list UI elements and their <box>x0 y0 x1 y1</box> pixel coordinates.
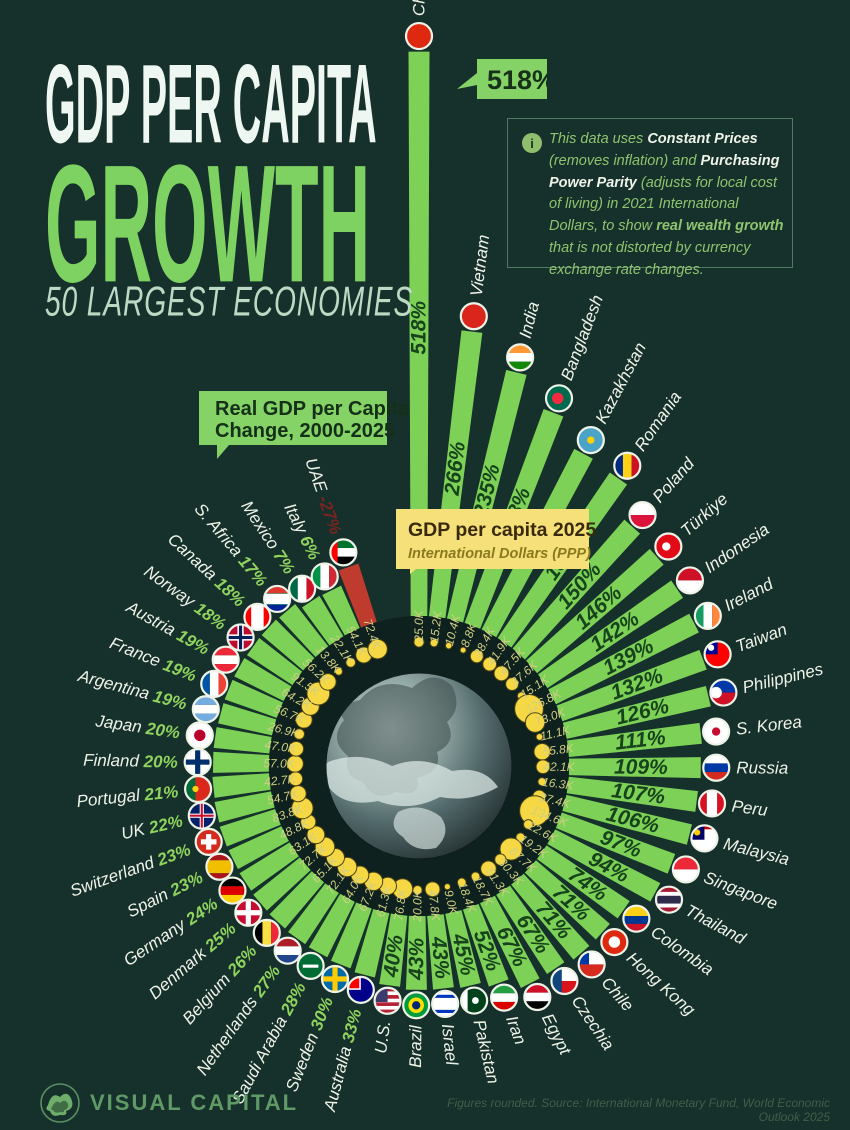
svg-text:Brazil: Brazil <box>406 1024 426 1068</box>
svg-text:Taiwan: Taiwan <box>733 620 790 656</box>
svg-text:Czechia: Czechia <box>568 992 618 1054</box>
svg-text:Egypt: Egypt <box>538 1010 575 1058</box>
svg-text:Real GDP per Capita: Real GDP per Capita <box>215 398 410 420</box>
svg-text:57.0K: 57.0K <box>263 756 296 771</box>
svg-text:Change, 2000-2025: Change, 2000-2025 <box>215 420 395 442</box>
svg-text:42.1K: 42.1K <box>543 760 575 774</box>
svg-text:Russia: Russia <box>736 758 788 777</box>
svg-text:UK 22%: UK 22% <box>119 811 184 843</box>
svg-text:S. Korea: S. Korea <box>735 712 803 738</box>
svg-text:43%: 43% <box>405 937 429 981</box>
svg-text:Malaysia: Malaysia <box>721 834 791 869</box>
svg-text:Pakistan: Pakistan <box>469 1018 502 1086</box>
svg-text:40%: 40% <box>379 933 408 979</box>
svg-text:Chile: Chile <box>598 973 638 1015</box>
svg-text:U.S.: U.S. <box>371 1019 394 1054</box>
svg-text:25.0K: 25.0K <box>412 609 426 642</box>
svg-text:20.0K: 20.0K <box>410 889 424 923</box>
svg-text:Singapore: Singapore <box>701 868 780 914</box>
svg-text:China: China <box>410 0 429 16</box>
svg-text:Indonesia: Indonesia <box>701 520 773 577</box>
svg-text:Finland 20%: Finland 20% <box>83 751 178 772</box>
svg-text:Philippines: Philippines <box>741 659 826 697</box>
svg-text:Thailand: Thailand <box>682 901 749 949</box>
svg-text:VISUAL CAPITALIST: VISUAL CAPITALIST <box>90 1090 298 1115</box>
svg-text:43%: 43% <box>426 935 454 981</box>
svg-text:i: i <box>530 136 534 151</box>
svg-text:Romania: Romania <box>631 388 685 455</box>
svg-text:Iran: Iran <box>502 1013 530 1047</box>
svg-text:Ireland: Ireland <box>721 574 776 615</box>
svg-text:Portugal 21%: Portugal 21% <box>76 782 179 811</box>
svg-text:Bangladesh: Bangladesh <box>557 292 607 383</box>
svg-text:India: India <box>516 300 543 340</box>
svg-text:Kazakhstan: Kazakhstan <box>592 339 650 426</box>
svg-text:111%: 111% <box>614 726 667 755</box>
svg-text:Israel: Israel <box>438 1023 462 1068</box>
svg-text:Japan 20%: Japan 20% <box>93 711 181 742</box>
svg-text:GDP per capita 2025: GDP per capita 2025 <box>408 519 596 541</box>
svg-text:518%: 518% <box>487 65 547 95</box>
svg-text:International Dollars (PPP): International Dollars (PPP) <box>408 546 591 562</box>
svg-text:Türkiye: Türkiye <box>677 489 731 540</box>
svg-text:Vietnam: Vietnam <box>467 234 493 298</box>
svg-text:109%: 109% <box>614 756 668 779</box>
svg-text:Peru: Peru <box>731 797 770 820</box>
svg-text:Poland: Poland <box>649 454 699 507</box>
